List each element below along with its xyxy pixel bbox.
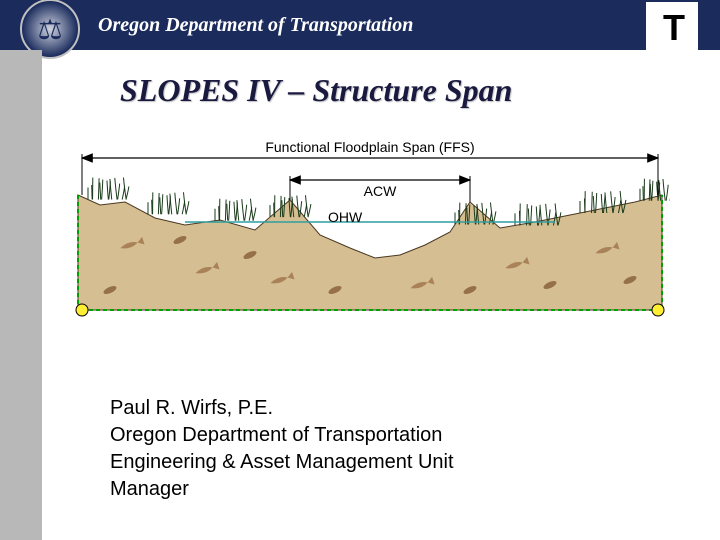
svg-text:ACW: ACW (364, 183, 397, 199)
header-title: Oregon Department of Transportation (98, 14, 413, 37)
author-org: Oregon Department of Transportation (110, 422, 454, 449)
author-credits: Paul R. Wirfs, P.E. Oregon Department of… (110, 395, 454, 503)
sidebar-strip (0, 50, 42, 540)
svg-text:Functional Floodplain Span (FF: Functional Floodplain Span (FFS) (265, 139, 474, 155)
author-unit: Engineering & Asset Management Unit (110, 449, 454, 476)
cross-section-diagram: OHW Functional Floodplain Span (FFS) ACW (70, 130, 670, 340)
odot-logo: T (646, 2, 698, 54)
header: ⚖ Oregon Department of Transportation T (0, 0, 720, 50)
slide-title: SLOPES IV – Structure Span (120, 72, 512, 109)
author-name: Paul R. Wirfs, P.E. (110, 395, 454, 422)
odot-t-icon: T (663, 7, 681, 49)
author-role: Manager (110, 476, 454, 503)
svg-text:OHW: OHW (328, 209, 363, 225)
